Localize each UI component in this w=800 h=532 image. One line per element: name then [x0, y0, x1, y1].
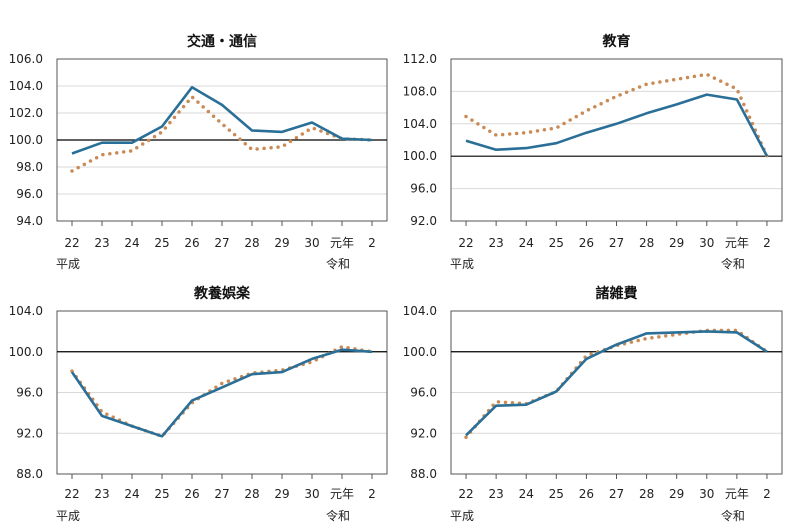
chart-panel-4: 諸雑費 88.0 92.0 96.0 100.0 104.0 22 23 24 25 26 27 28 2… — [403, 285, 783, 523]
x-tick-label: 28 — [244, 487, 259, 501]
x-tick-label: 30 — [699, 487, 714, 501]
x-tick-label: 28 — [244, 236, 259, 250]
y-tick-label: 96.0 — [16, 187, 43, 201]
era-label: 平成 — [56, 257, 80, 271]
chart-title: 諸雑費 — [596, 285, 638, 302]
y-tick-label: 100.0 — [9, 345, 43, 359]
x-tick-label: 27 — [609, 236, 624, 250]
x-tick-label: 27 — [609, 487, 624, 501]
y-tick-label: 106.0 — [9, 52, 43, 66]
y-tick-label: 108.0 — [403, 84, 437, 98]
y-tick-label: 96.0 — [410, 182, 437, 196]
x-tick-label: 25 — [549, 236, 564, 250]
y-tick-label: 98.0 — [16, 160, 43, 174]
x-tick-label: 29 — [669, 236, 684, 250]
x-tick-label: 30 — [304, 236, 319, 250]
y-tick-label: 102.0 — [9, 106, 43, 120]
y-tick-label: 96.0 — [16, 386, 43, 400]
x-tick-label: 24 — [519, 236, 534, 250]
x-tick-label: 22 — [458, 487, 473, 501]
y-tick-label: 104.0 — [403, 304, 437, 318]
x-tick-label: 24 — [124, 236, 139, 250]
y-tick-label: 100.0 — [9, 133, 43, 147]
y-tick-label: 94.0 — [16, 214, 43, 228]
x-tick-label: 27 — [214, 487, 229, 501]
y-tick-label: 100.0 — [403, 345, 437, 359]
x-tick-label: 2 — [368, 487, 376, 501]
era-label: 平成 — [56, 509, 80, 523]
x-tick-label: 30 — [699, 236, 714, 250]
x-tick-label: 25 — [154, 236, 169, 250]
plot-frame — [450, 58, 783, 222]
x-tick-label: 元年 — [725, 236, 749, 250]
x-tick-label: 26 — [579, 236, 594, 250]
y-tick-label: 104.0 — [403, 117, 437, 131]
x-tick-label: 25 — [154, 487, 169, 501]
x-tick-label: 2 — [368, 236, 376, 250]
chart-title: 教養娯楽 — [194, 285, 251, 302]
era-label: 令和 — [326, 508, 350, 523]
y-tick-label: 96.0 — [410, 386, 437, 400]
x-tick-label: 24 — [124, 487, 139, 501]
era-label: 令和 — [721, 256, 745, 271]
x-tick-label: 2 — [763, 236, 771, 250]
y-tick-label: 100.0 — [403, 149, 437, 163]
x-tick-label: 29 — [274, 236, 289, 250]
series-line-solid — [71, 86, 373, 155]
x-tick-label: 30 — [304, 487, 319, 501]
series-line-solid — [465, 93, 769, 157]
y-tick-label: 104.0 — [9, 79, 43, 93]
chart-panel-3: 教養娯楽 88.0 92.0 96.0 100.0 104.0 22 23 24 25 26 27 28… — [9, 285, 388, 523]
series-line-dotted — [464, 72, 769, 158]
series-line-solid — [465, 330, 768, 437]
x-tick-label: 23 — [488, 236, 503, 250]
x-tick-label: 元年 — [725, 487, 749, 501]
x-tick-label: 22 — [64, 236, 79, 250]
series-line-dotted — [70, 94, 374, 173]
y-tick-label: 92.0 — [16, 426, 43, 440]
x-tick-label: 22 — [64, 487, 79, 501]
x-tick-label: 元年 — [330, 236, 354, 250]
x-tick-label: 2 — [763, 487, 771, 501]
x-tick-label: 29 — [274, 487, 289, 501]
era-label: 令和 — [721, 508, 745, 523]
y-tick-label: 112.0 — [403, 52, 437, 66]
era-label: 平成 — [450, 509, 474, 523]
chart-panel-2: 教育 92.0 96.0 100.0 104.0 108.0 112.0 22 23 24 25 26… — [403, 33, 783, 271]
series-line-dotted — [464, 328, 769, 440]
x-tick-label: 25 — [549, 487, 564, 501]
x-tick-label: 26 — [184, 236, 199, 250]
y-tick-label: 104.0 — [9, 304, 43, 318]
x-tick-label: 23 — [94, 236, 109, 250]
x-tick-label: 元年 — [330, 487, 354, 501]
x-tick-label: 27 — [214, 236, 229, 250]
x-tick-label: 26 — [579, 487, 594, 501]
x-tick-label: 26 — [184, 487, 199, 501]
chart-title: 教育 — [603, 33, 631, 50]
x-tick-label: 23 — [488, 487, 503, 501]
y-tick-label: 88.0 — [410, 467, 437, 481]
y-tick-label: 92.0 — [410, 214, 437, 228]
x-tick-label: 22 — [458, 236, 473, 250]
series-line-dotted — [70, 344, 374, 439]
era-label: 令和 — [326, 256, 350, 271]
x-tick-label: 28 — [639, 487, 654, 501]
x-tick-label: 28 — [639, 236, 654, 250]
series-line-solid — [70, 348, 373, 438]
y-tick-label: 92.0 — [410, 426, 437, 440]
y-tick-label: 88.0 — [16, 467, 43, 481]
era-label: 平成 — [450, 257, 474, 271]
x-tick-label: 24 — [519, 487, 534, 501]
x-tick-label: 29 — [669, 487, 684, 501]
x-tick-label: 23 — [94, 487, 109, 501]
chart-title: 交通・通信 — [187, 33, 257, 50]
